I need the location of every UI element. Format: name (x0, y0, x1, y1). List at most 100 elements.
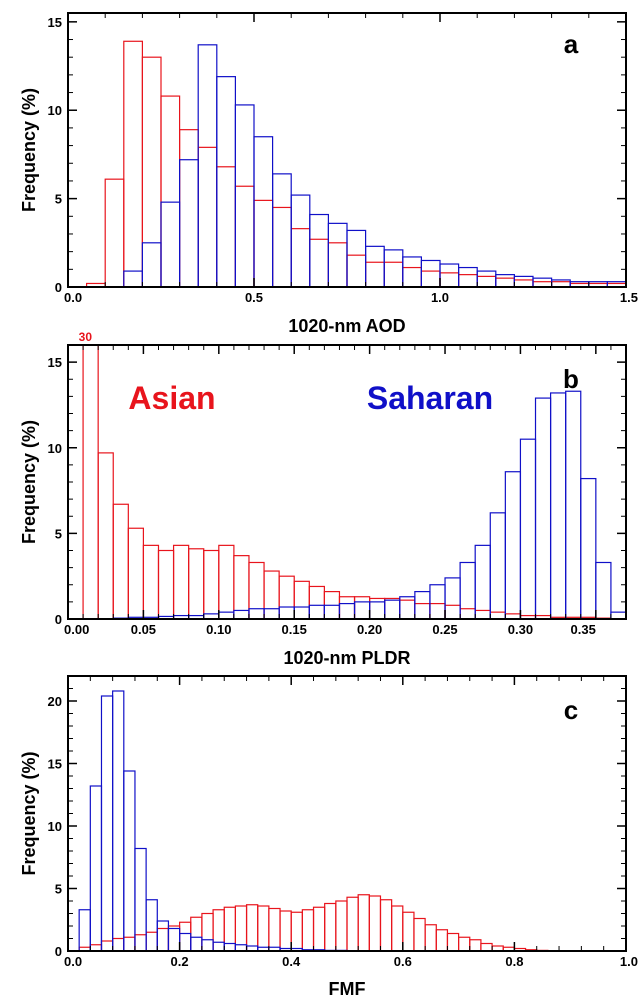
histogram-bar (253, 136, 274, 288)
histogram-bar (290, 194, 311, 288)
y-tick-label: 5 (55, 192, 62, 207)
histogram-bar (233, 555, 250, 620)
histogram-bar (513, 275, 534, 288)
histogram-bar (414, 602, 431, 620)
histogram-bar (245, 904, 259, 952)
panel-a-series-saharan (123, 44, 627, 288)
y-tick-label: 5 (55, 526, 62, 541)
histogram-bar (272, 173, 292, 288)
histogram-bar (179, 129, 199, 288)
histogram-bar (290, 228, 311, 288)
histogram-bar (223, 942, 237, 952)
histogram-bar (134, 847, 147, 952)
histogram-bar (338, 596, 356, 620)
histogram-bar (97, 452, 114, 620)
histogram-bar (476, 270, 497, 288)
x-tick-label: 1.0 (620, 954, 638, 969)
panel-b: 0.00 0.05 0.10 0.15 0.20 0.25 0.30 0.35 0 5 10 15 b… (19, 330, 627, 668)
histogram-bar (308, 604, 325, 620)
histogram-bar (167, 925, 181, 952)
x-tick-label: 0.05 (131, 622, 156, 637)
histogram-bar (293, 606, 310, 620)
histogram-bar (413, 917, 426, 952)
histogram-bar (327, 242, 348, 288)
y-tick-label: 20 (48, 694, 62, 709)
histogram-bar (379, 899, 393, 952)
x-tick-label: 0.4 (282, 954, 301, 969)
histogram-bar (156, 920, 170, 952)
histogram-bar (474, 609, 491, 620)
histogram-bar (402, 256, 422, 288)
y-tick-label: 5 (55, 882, 62, 897)
histogram-bar (384, 597, 401, 620)
histogram-bar (550, 279, 571, 288)
histogram-bar (290, 911, 303, 952)
histogram-bar (383, 249, 404, 288)
histogram-bar (134, 934, 147, 952)
histogram-bar (253, 199, 274, 288)
histogram-bar (234, 104, 255, 288)
histogram-bar (459, 561, 476, 620)
panel-b-ylabel: Frequency (%) (19, 420, 39, 544)
histogram-bar (278, 606, 295, 620)
x-tick-label: 0.00 (64, 622, 89, 637)
histogram-bar (439, 272, 460, 288)
histogram-bar (368, 895, 382, 952)
x-tick-label: 0.30 (508, 622, 533, 637)
x-tick-label: 0.35 (571, 622, 596, 637)
histogram-bar (104, 178, 125, 288)
histogram-bar (112, 690, 125, 952)
panel-b-label: b (563, 364, 579, 394)
histogram-bar (327, 222, 348, 288)
histogram-bar (444, 604, 461, 620)
histogram-bar (278, 575, 295, 620)
histogram-bar (216, 166, 237, 288)
histogram-bar (424, 924, 437, 952)
histogram-bar (414, 590, 431, 620)
histogram-bar (145, 931, 158, 952)
histogram-bar (399, 599, 416, 620)
histogram-bar (324, 902, 337, 952)
x-tick-label: 0.0 (64, 954, 82, 969)
histogram-bar (279, 910, 292, 952)
y-tick-label: 15 (48, 757, 62, 772)
histogram-bar (127, 527, 145, 620)
panel-c: 0.0 0.2 0.4 0.6 0.8 1.0 0 5 10 15 20 c FMF Frequen… (19, 675, 638, 999)
histogram-bar (142, 544, 160, 620)
histogram-bar (495, 277, 515, 288)
panel-c-ylabel: Frequency (%) (19, 751, 39, 875)
panel-a-series-asian (85, 40, 627, 288)
histogram-bar (123, 936, 136, 952)
histogram-bar (474, 544, 491, 620)
histogram-bar (420, 259, 441, 288)
panel-c-series-saharan (78, 690, 348, 952)
histogram-bar (188, 548, 205, 620)
histogram-bar (141, 242, 162, 288)
histogram-bar (610, 611, 627, 620)
histogram-bar (179, 921, 192, 952)
histogram-bar (301, 909, 315, 952)
y-tick-label: 15 (48, 15, 62, 30)
x-tick-label: 0.0 (64, 290, 82, 305)
histogram-bar (435, 929, 449, 952)
panel-a-label: a (564, 29, 579, 59)
histogram-bar (391, 905, 404, 952)
histogram-bar (156, 927, 170, 952)
histogram-bar (212, 909, 225, 952)
legend-asian: Asian (128, 380, 215, 416)
histogram-bar (346, 254, 367, 288)
histogram-bar (212, 941, 225, 952)
panel-c-xlabel: FMF (329, 979, 366, 999)
legend-saharan: Saharan (367, 380, 493, 416)
histogram-bar (234, 185, 255, 288)
histogram-bar (384, 599, 401, 620)
histogram-bar (565, 390, 582, 620)
histogram-bar (519, 438, 537, 620)
panel-c-label: c (564, 695, 578, 725)
histogram-bar (580, 477, 597, 620)
histogram-bar (218, 544, 235, 620)
panel-c-ticks: 0.0 0.2 0.4 0.6 0.8 1.0 0 5 10 15 20 (48, 676, 638, 969)
histogram-bar (458, 266, 478, 288)
histogram-bar (402, 266, 422, 288)
